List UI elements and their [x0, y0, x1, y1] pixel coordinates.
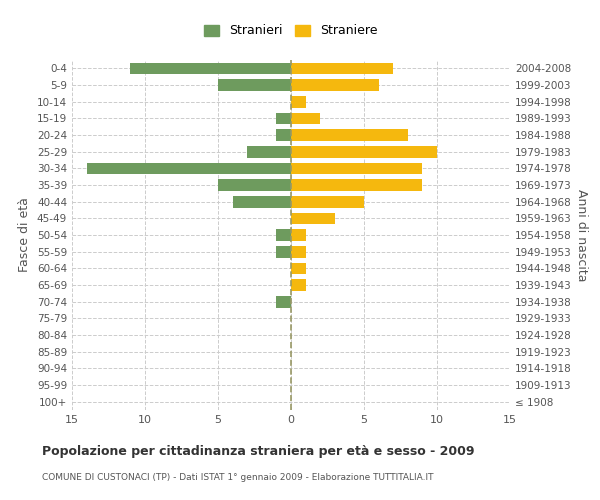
Bar	[291, 279, 305, 291]
Legend: Stranieri, Straniere: Stranieri, Straniere	[200, 20, 382, 42]
Bar	[218, 179, 291, 191]
Text: Popolazione per cittadinanza straniera per età e sesso - 2009: Popolazione per cittadinanza straniera p…	[42, 445, 475, 458]
Bar	[291, 212, 335, 224]
Bar	[277, 296, 291, 308]
Bar	[86, 162, 291, 174]
Bar	[291, 62, 393, 74]
Bar	[277, 112, 291, 124]
Bar	[130, 62, 291, 74]
Bar	[291, 196, 364, 207]
Bar	[233, 196, 291, 207]
Bar	[291, 229, 305, 241]
Bar	[277, 229, 291, 241]
Bar	[291, 179, 422, 191]
Bar	[247, 146, 291, 158]
Bar	[291, 262, 305, 274]
Bar	[277, 246, 291, 258]
Bar	[291, 129, 408, 141]
Bar	[218, 79, 291, 91]
Bar	[291, 79, 379, 91]
Y-axis label: Anni di nascita: Anni di nascita	[575, 188, 588, 281]
Bar	[291, 162, 422, 174]
Bar	[291, 246, 305, 258]
Bar	[291, 146, 437, 158]
Bar	[291, 112, 320, 124]
Text: COMUNE DI CUSTONACI (TP) - Dati ISTAT 1° gennaio 2009 - Elaborazione TUTTITALIA.: COMUNE DI CUSTONACI (TP) - Dati ISTAT 1°…	[42, 472, 433, 482]
Bar	[291, 96, 305, 108]
Bar	[277, 129, 291, 141]
Y-axis label: Fasce di età: Fasce di età	[19, 198, 31, 272]
